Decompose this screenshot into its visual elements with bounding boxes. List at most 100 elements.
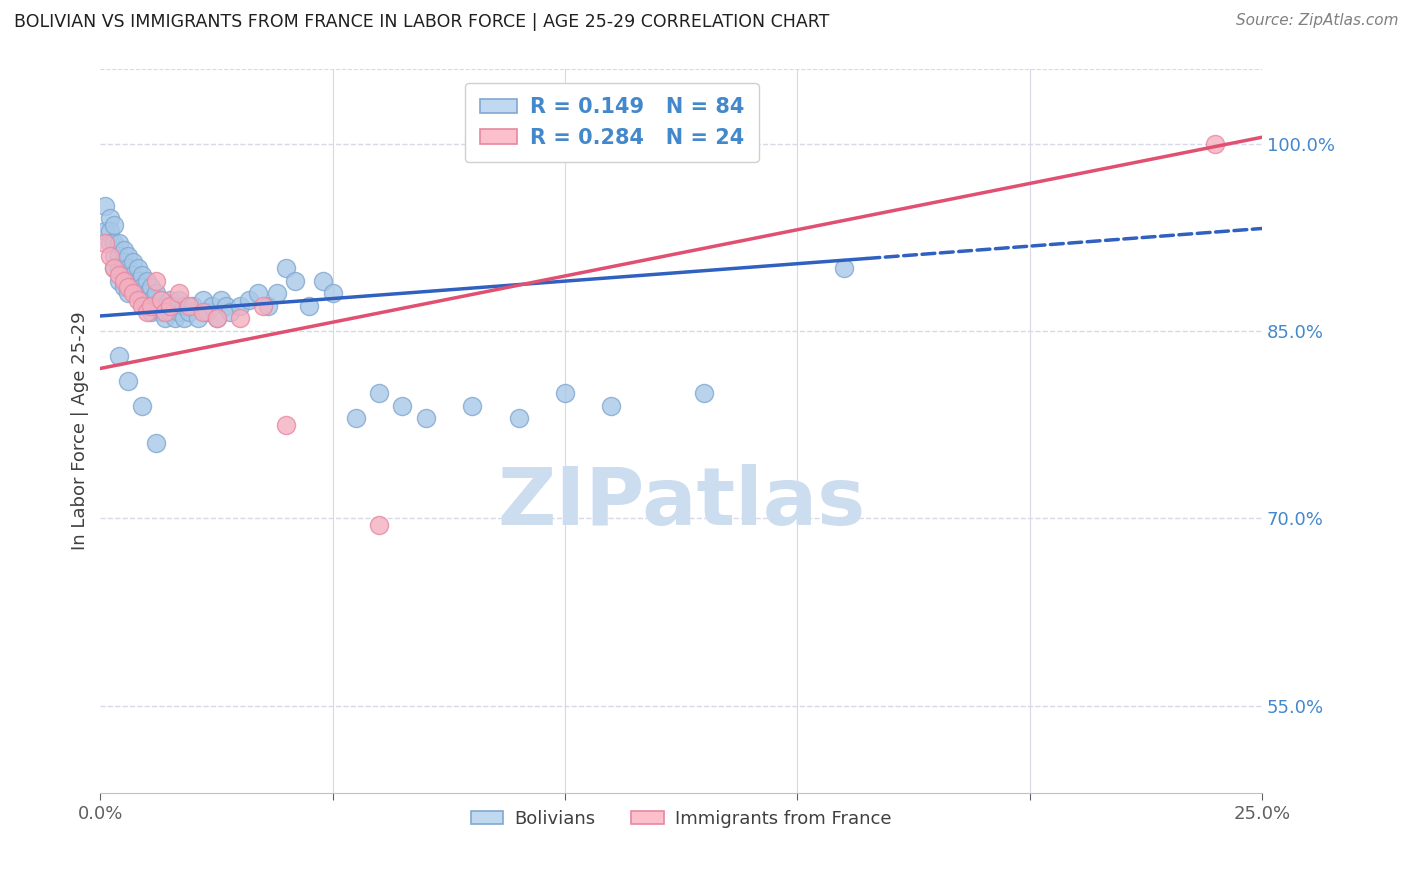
Point xyxy=(155,311,177,326)
Point xyxy=(103,236,125,251)
Point xyxy=(391,399,413,413)
Text: ZIPatlas: ZIPatlas xyxy=(496,465,865,542)
Point xyxy=(832,261,855,276)
Point xyxy=(276,261,298,276)
Point xyxy=(103,261,125,276)
Point xyxy=(201,299,224,313)
Point xyxy=(322,286,344,301)
Point xyxy=(103,218,125,232)
Point xyxy=(103,261,125,276)
Point xyxy=(108,349,131,363)
Point xyxy=(141,299,163,313)
Point xyxy=(135,286,157,301)
Point xyxy=(195,305,218,319)
Point xyxy=(94,236,117,251)
Point xyxy=(600,399,623,413)
Point xyxy=(135,299,157,313)
Point xyxy=(112,280,135,294)
Point xyxy=(177,299,200,313)
Point xyxy=(94,224,117,238)
Point xyxy=(219,305,242,319)
Point xyxy=(131,399,153,413)
Point xyxy=(256,299,278,313)
Point xyxy=(98,211,121,226)
Point xyxy=(163,311,186,326)
Point xyxy=(108,236,131,251)
Point xyxy=(266,286,288,301)
Point xyxy=(191,293,214,307)
Point xyxy=(127,293,149,307)
Point xyxy=(145,299,167,313)
Point xyxy=(155,305,177,319)
Point xyxy=(141,280,163,294)
Point xyxy=(127,274,149,288)
Point xyxy=(117,374,139,388)
Point xyxy=(163,299,186,313)
Point xyxy=(135,305,157,319)
Point xyxy=(298,299,321,313)
Point xyxy=(131,268,153,282)
Point xyxy=(181,299,204,313)
Point xyxy=(461,399,484,413)
Point xyxy=(155,299,177,313)
Point xyxy=(117,280,139,294)
Point xyxy=(554,386,576,401)
Point xyxy=(108,274,131,288)
Point xyxy=(112,255,135,269)
Y-axis label: In Labor Force | Age 25-29: In Labor Force | Age 25-29 xyxy=(72,311,89,550)
Point xyxy=(131,280,153,294)
Point xyxy=(141,305,163,319)
Point xyxy=(112,274,135,288)
Point xyxy=(229,299,252,313)
Point xyxy=(159,293,181,307)
Point xyxy=(145,286,167,301)
Point xyxy=(1204,136,1226,151)
Point xyxy=(112,243,135,257)
Point xyxy=(141,293,163,307)
Point xyxy=(108,261,131,276)
Point xyxy=(368,386,391,401)
Point xyxy=(205,311,228,326)
Text: BOLIVIAN VS IMMIGRANTS FROM FRANCE IN LABOR FORCE | AGE 25-29 CORRELATION CHART: BOLIVIAN VS IMMIGRANTS FROM FRANCE IN LA… xyxy=(14,13,830,31)
Point xyxy=(205,311,228,326)
Point xyxy=(122,286,145,301)
Point xyxy=(508,411,530,425)
Point xyxy=(122,268,145,282)
Point xyxy=(159,299,181,313)
Point xyxy=(149,293,172,307)
Point xyxy=(122,255,145,269)
Point xyxy=(284,274,307,288)
Point xyxy=(173,299,195,313)
Point xyxy=(122,280,145,294)
Point xyxy=(145,274,167,288)
Point xyxy=(112,268,135,282)
Point xyxy=(312,274,335,288)
Point xyxy=(169,286,191,301)
Point xyxy=(149,305,172,319)
Point xyxy=(344,411,367,425)
Point xyxy=(169,305,191,319)
Point xyxy=(103,249,125,263)
Point xyxy=(252,299,274,313)
Point xyxy=(98,249,121,263)
Point xyxy=(127,286,149,301)
Point xyxy=(117,274,139,288)
Point xyxy=(276,417,298,432)
Point xyxy=(173,311,195,326)
Point xyxy=(131,293,153,307)
Point xyxy=(368,517,391,532)
Point xyxy=(117,286,139,301)
Point xyxy=(108,268,131,282)
Point xyxy=(149,293,172,307)
Text: Source: ZipAtlas.com: Source: ZipAtlas.com xyxy=(1236,13,1399,29)
Point xyxy=(247,286,270,301)
Point xyxy=(94,199,117,213)
Point xyxy=(98,236,121,251)
Point xyxy=(415,411,437,425)
Point xyxy=(135,274,157,288)
Point xyxy=(238,293,260,307)
Point xyxy=(177,305,200,319)
Point xyxy=(187,311,209,326)
Point xyxy=(169,293,191,307)
Point xyxy=(145,436,167,450)
